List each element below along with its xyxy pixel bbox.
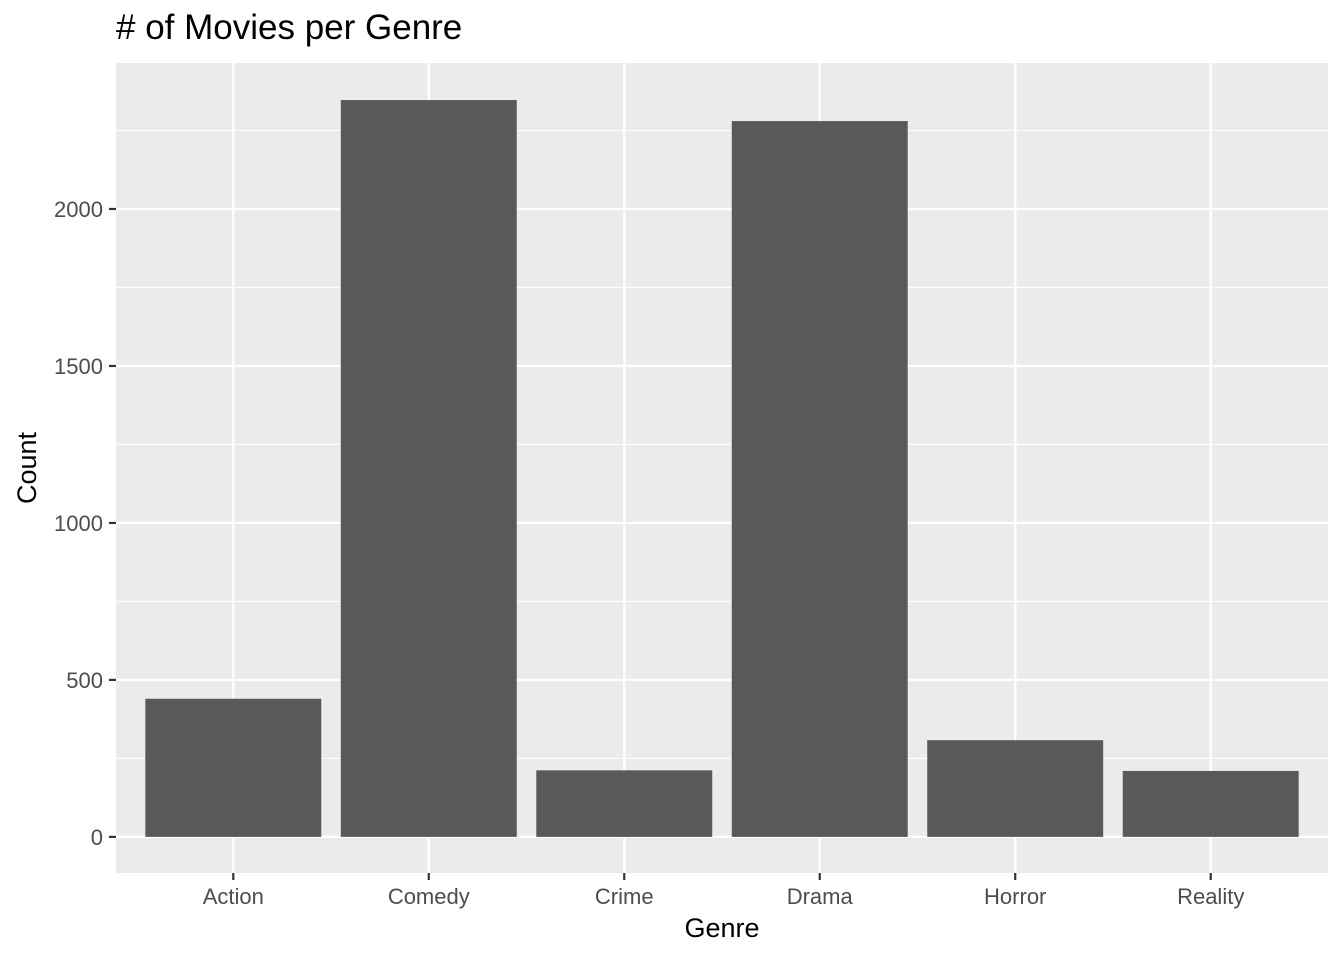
y-tick-label: 1000 xyxy=(54,511,103,536)
y-tick-label: 0 xyxy=(91,825,103,850)
axes: 0 500 1000 1500 2000 Action Comedy Crime Drama Ho… xyxy=(54,197,1244,909)
x-tick-label: Comedy xyxy=(388,884,470,909)
x-axis-title: Genre xyxy=(684,913,759,943)
bar-reality xyxy=(1122,770,1299,837)
x-tick-label: Action xyxy=(203,884,264,909)
y-tick-label: 1500 xyxy=(54,354,103,379)
bar-action xyxy=(145,698,322,837)
bar-crime xyxy=(536,770,713,837)
x-tick-label: Reality xyxy=(1177,884,1244,909)
y-tick-label: 500 xyxy=(66,668,103,693)
bar-comedy xyxy=(340,100,517,837)
y-tick-label: 2000 xyxy=(54,197,103,222)
y-axis-title: Count xyxy=(12,431,42,504)
bars xyxy=(145,100,1299,837)
chart-title: # of Movies per Genre xyxy=(116,8,463,47)
x-tick-label: Horror xyxy=(984,884,1046,909)
x-tick-label: Drama xyxy=(787,884,854,909)
bar-horror xyxy=(927,740,1104,837)
bar-drama xyxy=(731,121,908,837)
x-tick-label: Crime xyxy=(595,884,654,909)
